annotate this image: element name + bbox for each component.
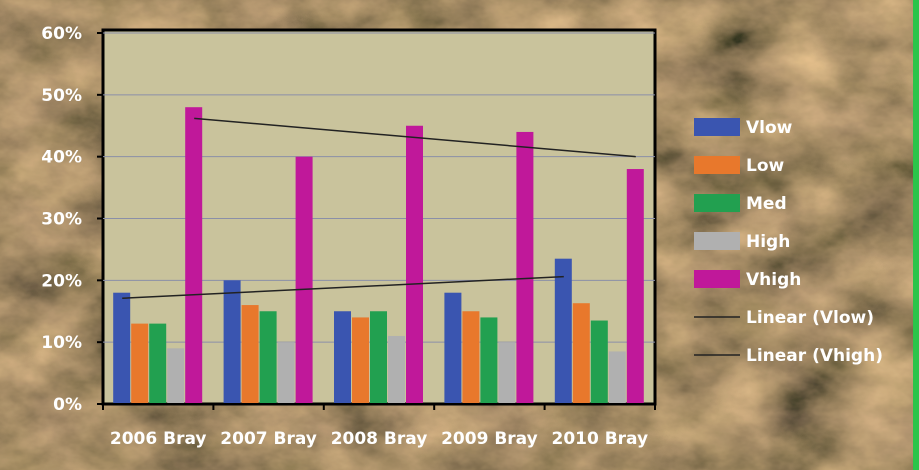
bar-med-0 bbox=[149, 323, 167, 404]
x-axis-labels: 2006 Bray 2007 Bray 2008 Bray 2009 Bray 2010… bbox=[110, 429, 648, 449]
legend-swatch-low bbox=[694, 156, 740, 174]
legend-label: Vlow bbox=[746, 118, 793, 138]
legend-swatch-vhigh bbox=[694, 270, 740, 288]
bar-vlow-3 bbox=[444, 292, 462, 404]
bar-vlow-0 bbox=[113, 292, 131, 404]
bar-med-4 bbox=[590, 320, 608, 404]
bar-med-2 bbox=[370, 311, 387, 404]
x-tick-label: 2010 Bray bbox=[551, 429, 648, 449]
x-tick-label: 2009 Bray bbox=[441, 429, 538, 449]
bar-high-2 bbox=[388, 335, 405, 404]
bar-med-1 bbox=[259, 311, 277, 404]
bar-vhigh-1 bbox=[295, 156, 313, 404]
legend-swatch-vlow bbox=[694, 118, 740, 136]
bar-high-1 bbox=[277, 342, 295, 404]
legend-swatch-med bbox=[694, 194, 740, 212]
legend-swatch-high bbox=[694, 232, 740, 250]
x-tick-label: 2008 Bray bbox=[331, 429, 428, 449]
y-tick-label: 10% bbox=[41, 333, 82, 353]
y-axis-labels: 0% 10% 20% 30% 40% 50% 60% bbox=[41, 24, 82, 415]
bars bbox=[113, 107, 644, 404]
y-tick-label: 0% bbox=[53, 395, 82, 415]
legend-label: Low bbox=[746, 156, 785, 176]
y-tick-label: 20% bbox=[41, 271, 82, 291]
bar-vhigh-4 bbox=[626, 169, 644, 404]
legend-label: Linear (Vlow) bbox=[746, 308, 874, 328]
trendline-vlow bbox=[122, 275, 564, 300]
y-tick-label: 40% bbox=[41, 148, 82, 168]
legend-label: Vhigh bbox=[746, 270, 801, 290]
bar-vlow-2 bbox=[334, 311, 351, 404]
bar-low-3 bbox=[462, 311, 480, 404]
y-tick-label: 30% bbox=[41, 210, 82, 230]
x-axis-ticks bbox=[102, 404, 656, 410]
bar-low-2 bbox=[352, 317, 369, 404]
accent-border bbox=[913, 0, 919, 470]
bar-low-0 bbox=[131, 323, 149, 404]
bar-low-4 bbox=[572, 303, 590, 404]
trendlines bbox=[122, 117, 636, 300]
bar-vlow-4 bbox=[554, 258, 572, 404]
bar-low-1 bbox=[241, 305, 259, 404]
bar-high-0 bbox=[167, 348, 185, 404]
legend: Vlow Low Med High Vhigh Linear (Vlow) Linear (… bbox=[694, 118, 883, 366]
bar-vhigh-0 bbox=[185, 107, 203, 404]
bar-vhigh-3 bbox=[516, 131, 534, 404]
legend-label: High bbox=[746, 232, 790, 252]
bar-vlow-1 bbox=[223, 280, 241, 404]
legend-label: Med bbox=[746, 194, 787, 214]
trendline-vhigh bbox=[194, 117, 636, 158]
y-tick-label: 60% bbox=[41, 24, 82, 44]
bar-med-3 bbox=[480, 317, 498, 404]
y-tick-label: 50% bbox=[41, 86, 82, 106]
bar-high-3 bbox=[498, 342, 516, 404]
x-tick-label: 2006 Bray bbox=[110, 429, 207, 449]
legend-label: Linear (Vhigh) bbox=[746, 346, 883, 366]
bar-high-4 bbox=[608, 351, 626, 404]
bar-vhigh-2 bbox=[406, 125, 423, 404]
x-tick-label: 2007 Bray bbox=[220, 429, 317, 449]
